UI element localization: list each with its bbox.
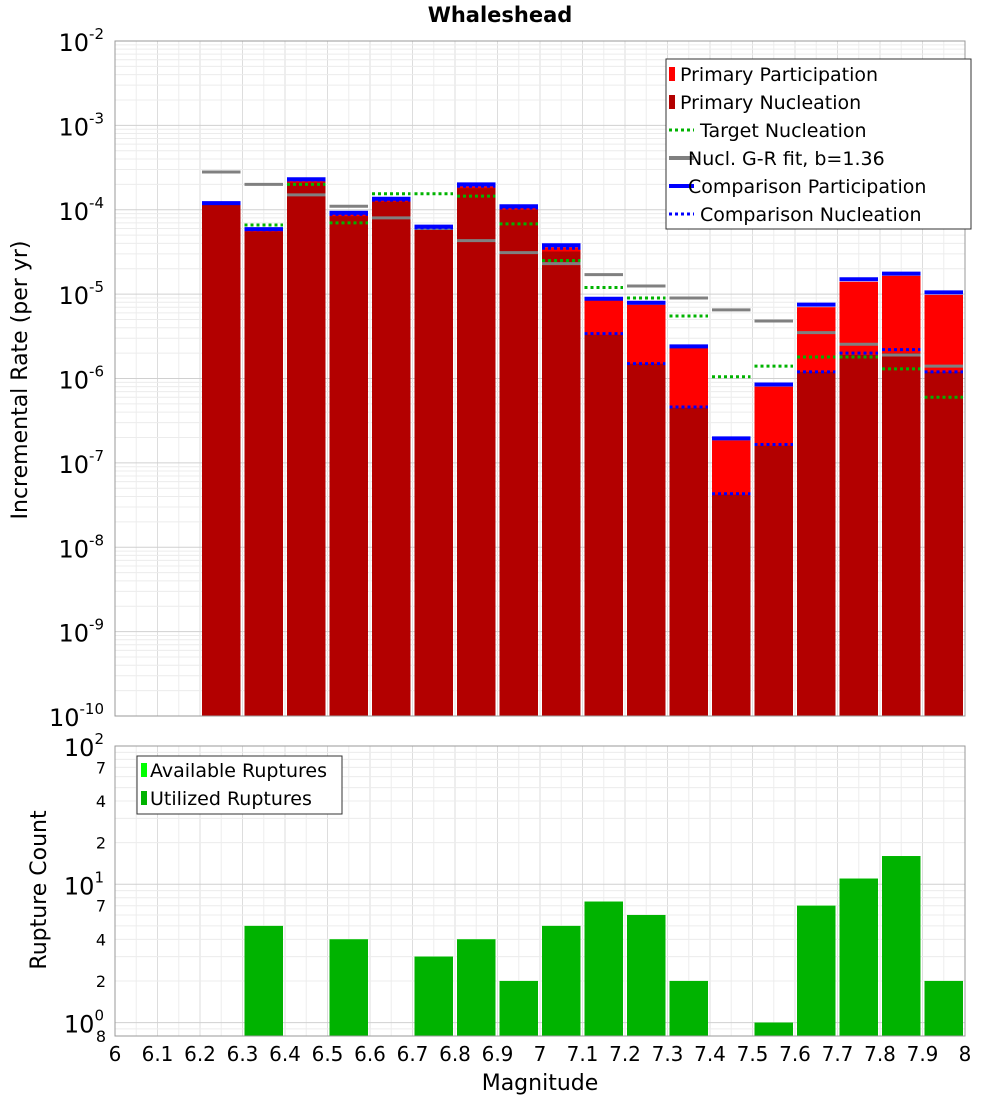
utilized-ruptures-bar	[414, 956, 453, 1036]
legend-swatch	[669, 67, 675, 81]
legend-swatch	[141, 791, 147, 805]
legend-label: Primary Nucleation	[680, 92, 861, 114]
x-tick-label: 6	[109, 1042, 122, 1066]
x-tick-label: 7.1	[567, 1042, 599, 1066]
top-y-tick-label: 10-10	[49, 700, 104, 732]
x-tick-label: 7.7	[822, 1042, 854, 1066]
utilized-ruptures-bar	[797, 905, 836, 1036]
top-y-tick-label: 10-2	[58, 25, 104, 57]
bottom-y-minor-tick-label: 4	[96, 930, 106, 949]
utilized-ruptures-bar	[499, 980, 538, 1036]
utilized-ruptures-bar	[329, 939, 368, 1036]
utilized-ruptures-bar	[627, 914, 666, 1036]
nucleation-bar	[499, 209, 538, 716]
x-tick-label: 7.3	[652, 1042, 684, 1066]
utilized-ruptures-bar	[244, 925, 283, 1036]
nucleation-bar	[839, 354, 878, 716]
nucleation-bar	[712, 494, 751, 716]
nucleation-bar	[542, 251, 581, 716]
chart-title: Whaleshead	[428, 3, 573, 27]
bottom-y-minor-tick-label: 8	[96, 1027, 106, 1046]
utilized-ruptures-bar	[839, 878, 878, 1036]
legend-swatch	[669, 95, 675, 109]
nucleation-bar	[924, 371, 963, 716]
utilized-ruptures-bar	[924, 980, 963, 1036]
x-tick-label: 6.3	[227, 1042, 259, 1066]
x-tick-label: 7.6	[779, 1042, 811, 1066]
utilized-ruptures-bar	[542, 925, 581, 1036]
x-tick-label: 6.6	[354, 1042, 386, 1066]
x-tick-label: 8	[959, 1042, 972, 1066]
bottom-y-minor-tick-label: 2	[96, 972, 106, 991]
utilized-ruptures-bar	[754, 1022, 793, 1036]
x-tick-label: 7.2	[609, 1042, 641, 1066]
utilized-ruptures-bar	[882, 856, 921, 1036]
legend-label: Utilized Ruptures	[150, 788, 312, 810]
nucleation-bar	[287, 182, 326, 716]
bottom-y-minor-tick-label: 4	[96, 792, 106, 811]
utilized-ruptures-bar	[457, 939, 496, 1036]
top-y-tick-label: 10-6	[58, 363, 104, 395]
nucleation-bar	[244, 231, 283, 716]
x-tick-label: 6.1	[142, 1042, 174, 1066]
legend-label: Comparison Nucleation	[700, 204, 922, 226]
nucleation-bar	[797, 371, 836, 716]
nucleation-bar	[329, 216, 368, 717]
bottom-y-minor-tick-label: 7	[96, 758, 106, 777]
legend-label: Comparison Participation	[688, 176, 926, 198]
bottom-y-major-tick-label: 102	[64, 730, 104, 762]
x-tick-label: 6.5	[312, 1042, 344, 1066]
x-tick-label: 7.5	[737, 1042, 769, 1066]
utilized-ruptures-bar	[584, 901, 623, 1036]
legend-swatch	[141, 763, 147, 777]
top-y-tick-label: 10-4	[58, 194, 104, 226]
bottom-plot-frame	[114, 745, 966, 1037]
bottom-y-major-tick-label: 101	[64, 868, 104, 900]
legend-label: Target Nucleation	[699, 120, 867, 142]
top-plot-frame	[114, 40, 966, 717]
nucleation-bar	[669, 407, 708, 716]
bottom-y-minor-tick-label: 7	[96, 897, 106, 916]
x-axis-label: Magnitude	[482, 1071, 599, 1096]
top-legend-box	[665, 58, 972, 230]
top-y-tick-label: 10-3	[58, 109, 104, 141]
x-tick-label: 6.7	[397, 1042, 429, 1066]
nucleation-bar	[627, 363, 666, 716]
legend-label: Available Ruptures	[150, 760, 327, 782]
top-y-axis-label: Incremental Rate (per yr)	[8, 241, 33, 520]
x-tick-label: 7.8	[864, 1042, 896, 1066]
x-tick-label: 7.9	[907, 1042, 939, 1066]
nucleation-bar	[372, 201, 411, 716]
nucleation-bar	[202, 204, 241, 717]
x-tick-label: 6.9	[482, 1042, 514, 1066]
nucleation-bar	[584, 334, 623, 716]
utilized-ruptures-bar	[669, 980, 708, 1036]
nucleation-bar	[882, 353, 921, 716]
nucleation-bar	[754, 445, 793, 716]
top-y-tick-label: 10-9	[58, 616, 104, 648]
top-y-tick-label: 10-7	[58, 447, 104, 479]
x-tick-label: 6.2	[184, 1042, 216, 1066]
bottom-y-minor-tick-label: 2	[96, 834, 106, 853]
bottom-y-major-tick-label: 100	[64, 1007, 104, 1039]
legend-label: Primary Participation	[680, 64, 878, 86]
x-tick-label: 7.4	[694, 1042, 726, 1066]
nucleation-bar	[457, 188, 496, 717]
top-y-tick-label: 10-8	[58, 531, 104, 563]
x-tick-label: 7	[534, 1042, 547, 1066]
x-tick-label: 6.4	[269, 1042, 301, 1066]
nucleation-bar	[414, 229, 453, 717]
legend-label: Nucl. G-R fit, b=1.36	[688, 148, 885, 170]
top-y-tick-label: 10-5	[58, 278, 104, 310]
x-tick-label: 6.8	[439, 1042, 471, 1066]
bottom-y-axis-label: Rupture Count	[27, 810, 52, 970]
bottom-legend-box	[136, 755, 343, 815]
